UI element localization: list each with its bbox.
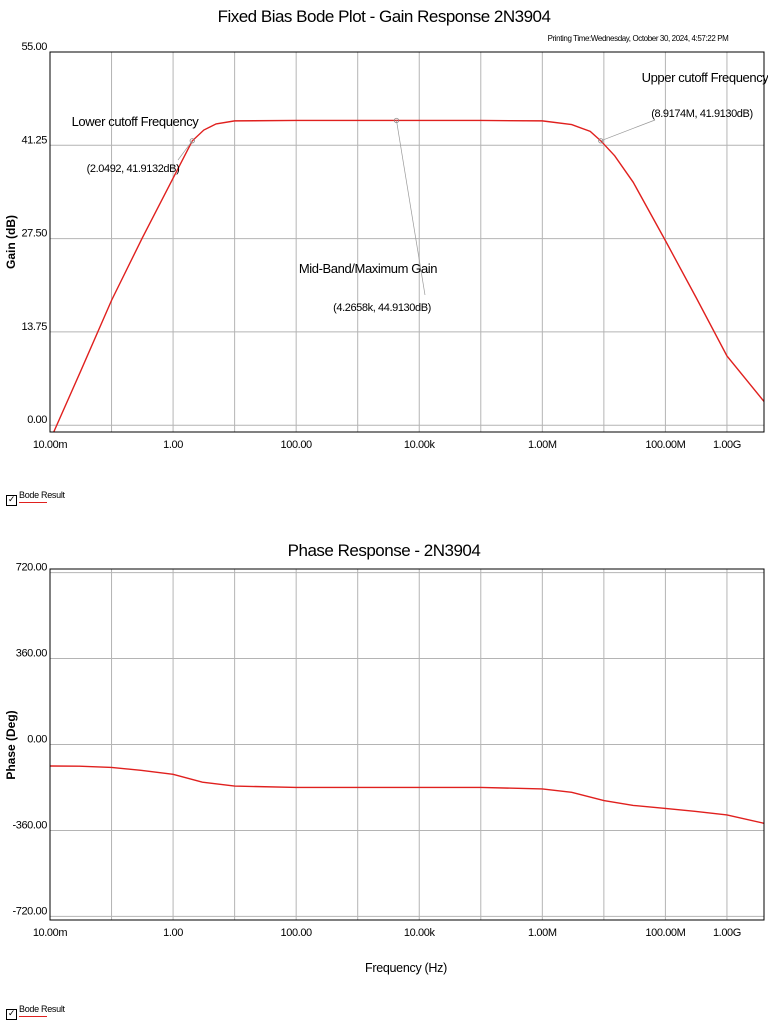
gain-x-tick-label: 100.00 — [281, 439, 313, 451]
phase-y-tick-label: -720.00 — [12, 905, 47, 917]
phase-tick-labels: 10.00m 1.00 100.00 10.00k 1.00M 100.00M 1.00G 7… — [12, 562, 741, 939]
printing-time: Printing Time:Wednesday, October 30, 202… — [548, 34, 730, 43]
phase-x-tick-label: 10.00k — [404, 927, 436, 939]
annotation-label: Upper cutoff Frequency — [642, 70, 768, 85]
annotation-label: Mid-Band/Maximum Gain — [299, 261, 437, 276]
phase-legend[interactable]: ✓ Bode Result — [6, 1004, 65, 1020]
gain-y-tick-label: 13.75 — [21, 321, 47, 333]
gain-y-tick-label: 55.00 — [21, 41, 47, 53]
phase-legend-checkbox[interactable]: ✓ — [6, 1009, 17, 1020]
phase-x-tick-label: 10.00m — [33, 927, 68, 939]
phase-x-tick-label: 100.00 — [281, 927, 313, 939]
phase-y-tick-label: -360.00 — [12, 819, 47, 831]
gain-y-tick-label: 0.00 — [27, 414, 47, 426]
gain-series — [53, 119, 764, 432]
gain-legend-checkbox[interactable]: ✓ — [6, 495, 17, 506]
annotation-value: (4.2658k, 44.9130dB) — [333, 302, 431, 314]
annotation-label: Lower cutoff Frequency — [72, 114, 200, 129]
gain-plot-frame — [49, 51, 765, 433]
phase-series — [50, 765, 764, 824]
gain-x-tick-label: 10.00m — [33, 439, 68, 451]
annotation-leader-line — [177, 140, 193, 161]
gain-legend[interactable]: ✓ Bode Result — [6, 490, 65, 506]
gain-x-tick-label: 1.00G — [713, 439, 741, 451]
gain-x-tick-label: 10.00k — [404, 439, 436, 451]
phase-grid — [49, 569, 764, 920]
gain-x-tick-label: 1.00 — [163, 439, 183, 451]
annotation-value: (8.9174M, 41.9130dB) — [651, 108, 752, 120]
phase-x-tick-label: 1.00G — [713, 927, 741, 939]
phase-y-tick-label: 360.00 — [16, 648, 48, 660]
gain-x-tick-label: 1.00M — [528, 439, 557, 451]
phase-y-axis-label: Phase (Deg) — [4, 710, 18, 779]
annotation-leader-line — [600, 119, 656, 142]
gain-y-tick-label: 41.25 — [21, 134, 47, 146]
phase-x-axis-label: Frequency (Hz) — [365, 961, 447, 975]
gain-legend-label: Bode Result — [19, 490, 65, 500]
phase-legend-label: Bode Result — [19, 1004, 65, 1014]
phase-y-tick-label: 0.00 — [27, 734, 47, 746]
annotation-value: (2.0492, 41.9132dB) — [87, 163, 180, 175]
phase-x-tick-label: 100.00M — [645, 927, 685, 939]
phase-series-line — [50, 765, 764, 824]
annotation-leader-line — [396, 120, 426, 296]
phase-chart: Phase Response - 2N3904 Phase (Deg) Freq… — [4, 541, 765, 975]
phase-x-tick-label: 1.00M — [528, 927, 557, 939]
annotation-marker — [393, 117, 400, 124]
gain-legend-swatch — [19, 502, 47, 503]
gain-x-tick-label: 100.00M — [645, 439, 685, 451]
phase-y-tick-label: 720.00 — [16, 562, 48, 574]
annotation-marker — [598, 138, 604, 144]
annotation-marker — [189, 138, 195, 144]
gain-chart-title: Fixed Bias Bode Plot - Gain Response 2N3… — [218, 7, 551, 26]
gain-annotations: Lower cutoff Frequency (2.0492, 41.9132dB… — [72, 70, 768, 314]
gain-y-axis-label: Gain (dB) — [4, 215, 18, 269]
gain-y-tick-label: 27.50 — [21, 228, 47, 240]
gain-tick-labels: 10.00m 1.00 100.00 10.00k 1.00M 100.00M 1.00G 5… — [21, 41, 741, 451]
gain-series-line — [53, 119, 764, 432]
phase-plot-frame — [49, 568, 765, 921]
gain-chart: Fixed Bias Bode Plot - Gain Response 2N3… — [4, 7, 768, 451]
phase-x-tick-label: 1.00 — [163, 927, 183, 939]
phase-chart-title: Phase Response - 2N3904 — [288, 541, 481, 560]
phase-legend-swatch — [19, 1016, 47, 1017]
